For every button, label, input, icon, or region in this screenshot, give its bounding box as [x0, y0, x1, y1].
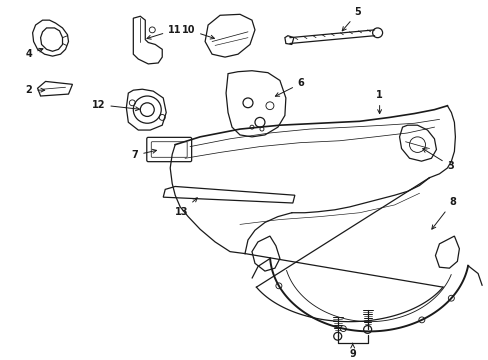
Text: 2: 2	[25, 85, 44, 95]
Text: 10: 10	[181, 25, 214, 39]
Text: 8: 8	[431, 197, 455, 229]
Text: 13: 13	[175, 198, 197, 217]
Text: 3: 3	[422, 149, 453, 171]
Text: 5: 5	[342, 7, 361, 31]
Text: 12: 12	[92, 100, 139, 111]
Text: 6: 6	[275, 78, 304, 96]
Text: 11: 11	[147, 25, 182, 39]
Text: 7: 7	[131, 149, 156, 160]
Text: 4: 4	[25, 48, 43, 59]
Text: 9: 9	[348, 343, 355, 359]
Text: 1: 1	[375, 90, 382, 113]
